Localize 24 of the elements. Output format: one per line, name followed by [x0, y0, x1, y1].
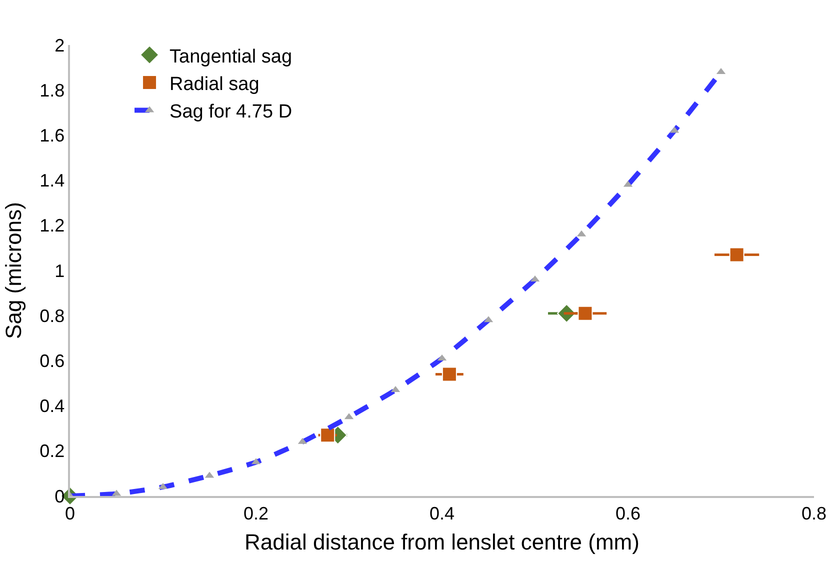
y-tick-label: 1.6: [40, 126, 65, 146]
point: [320, 428, 336, 443]
y-tick-label: 0.6: [40, 351, 65, 371]
x-tick-label: 0.6: [615, 503, 641, 524]
point: [442, 366, 457, 382]
legend-label: Tangential sag: [170, 46, 292, 68]
y-tick-label: 0.2: [40, 441, 65, 462]
point: [578, 306, 593, 321]
x-tick-label: 0.8: [801, 503, 827, 524]
y-axis-title: Sag (microns): [0, 202, 26, 339]
y-tick-label: 1.4: [40, 170, 65, 191]
y-tick-label: 0: [54, 486, 65, 506]
x-axis-title: Radial distance from lenslet centre (mm): [244, 530, 640, 555]
y-tick-label: 1.2: [40, 216, 65, 236]
x-tick-label: 0.4: [429, 503, 455, 524]
y-tick-label: 0.8: [40, 306, 65, 326]
y-tick-label: 0.4: [40, 396, 65, 416]
x-tick-label: 0.2: [243, 503, 269, 524]
legend-label: Radial sag: [170, 74, 260, 95]
y-tick-label: 2: [54, 35, 65, 56]
y-tick-label: 1: [54, 260, 65, 281]
point: [729, 247, 744, 262]
legend-label: Sag for 4.75 D: [170, 102, 292, 123]
y-tick-label: 1.8: [40, 80, 65, 100]
